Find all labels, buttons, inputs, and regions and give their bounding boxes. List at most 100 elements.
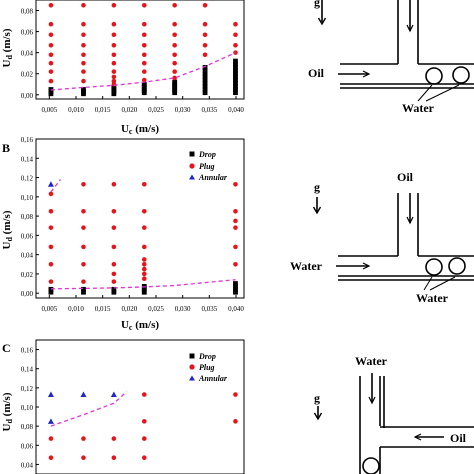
plug-point xyxy=(141,60,147,66)
trend-line xyxy=(50,179,62,193)
plug-point xyxy=(233,21,238,27)
diagram-3: Water g Oil xyxy=(313,354,474,474)
legend-drop-label: Drop xyxy=(198,150,216,159)
y-tick-label: 0,10 xyxy=(21,194,34,202)
y-tick-label: 0,14 xyxy=(21,155,34,163)
plug-point xyxy=(141,244,147,250)
drop-point xyxy=(202,77,208,83)
legend-plug-label: Plug xyxy=(199,363,215,372)
plug-point xyxy=(111,271,117,277)
drop-point xyxy=(81,289,86,295)
plug-point xyxy=(141,52,147,58)
plug-point xyxy=(233,181,238,187)
plug-point xyxy=(233,218,238,224)
x-tick-label: 0,025 xyxy=(148,305,164,313)
plug-point xyxy=(233,42,238,48)
diagram-2-water-arrowhead xyxy=(362,262,371,270)
diagram-1-oil-label: Oil xyxy=(308,66,325,80)
plug-point xyxy=(172,69,177,74)
trend-line xyxy=(50,52,236,91)
plug-point xyxy=(81,455,86,461)
drop-point xyxy=(141,81,147,87)
panel-b-ylabel: Ud (m/s) xyxy=(1,210,14,249)
x-tick-label: 0,020 xyxy=(121,106,137,114)
x-tick-label: 0,035 xyxy=(201,106,217,114)
drop-point xyxy=(233,74,238,80)
drop-point xyxy=(111,286,117,292)
plug-point xyxy=(48,69,54,74)
diagram-1-pointer-2 xyxy=(425,84,460,102)
diagram-3-drop xyxy=(362,457,380,474)
diagram-1-pointer-1 xyxy=(417,84,433,102)
diagram-1-gravity-arrowhead xyxy=(317,17,327,26)
plug-point xyxy=(141,266,147,272)
panel-c-letter: C xyxy=(2,341,11,355)
drop-point xyxy=(233,77,238,83)
plug-point xyxy=(111,78,117,84)
y-tick-label: 0,04 xyxy=(21,461,34,469)
y-tick-label: 0,02 xyxy=(21,271,34,279)
plug-point xyxy=(202,42,208,48)
y-tick-label: 0,08 xyxy=(21,8,34,16)
plug-point xyxy=(141,225,147,230)
plug-point xyxy=(81,21,86,27)
x-tick-label: 0,040 xyxy=(228,305,244,313)
plug-point xyxy=(81,225,86,230)
y-tick-label: 0,06 xyxy=(21,29,34,37)
plug-point xyxy=(141,42,147,48)
drop-point xyxy=(81,286,86,292)
plug-point xyxy=(141,257,147,262)
legend-drop-marker xyxy=(189,353,195,359)
x-tick-label: 0,005 xyxy=(41,305,57,313)
annular-point xyxy=(47,418,54,424)
plug-point xyxy=(172,32,177,38)
drop-point xyxy=(233,58,238,64)
plug-point xyxy=(172,52,177,58)
plug-point xyxy=(81,69,86,74)
panel-c-plot: 0,04 0,06 0,08 0,10 0,12 0,14 0,16 xyxy=(21,339,245,474)
diagram-2-pointer-2 xyxy=(429,276,456,291)
diagram-2-inlet-arrowhead xyxy=(406,216,414,225)
y-tick-label: 0,06 xyxy=(21,232,34,240)
legend-plug-marker xyxy=(189,364,195,370)
annular-point xyxy=(47,181,54,187)
plug-point xyxy=(48,261,54,267)
plug-point xyxy=(48,455,54,461)
plug-point xyxy=(233,244,238,250)
diagram-3-water-label: Water xyxy=(355,354,388,368)
plug-point xyxy=(233,261,238,267)
y-tick-label: 0,08 xyxy=(21,423,34,431)
y-tick-label: 0,14 xyxy=(21,366,34,374)
plug-point xyxy=(111,244,117,250)
plug-point xyxy=(111,225,117,230)
x-tick-label: 0,010 xyxy=(68,305,84,313)
plug-point xyxy=(202,21,208,27)
plug-point xyxy=(233,419,238,424)
plug-point xyxy=(141,69,147,74)
plug-point xyxy=(48,42,54,48)
plug-point xyxy=(233,225,238,230)
plug-point xyxy=(48,21,54,27)
plug-point xyxy=(48,436,54,441)
panel-a: 0,00 0,02 0,04 0,06 0,08 0,005 0,010 0,015 0,020… xyxy=(1,0,245,136)
plug-point xyxy=(172,60,177,66)
y-tick-label: 0,02 xyxy=(21,71,34,79)
y-tick-label: 0,16 xyxy=(21,347,34,355)
plug-point xyxy=(233,32,238,38)
drop-point xyxy=(172,79,178,85)
legend-b: Drop Plug Annular xyxy=(189,150,228,182)
diagram-2-drop-1 xyxy=(425,258,443,276)
plug-point xyxy=(141,2,147,8)
plug-point xyxy=(81,436,86,441)
plug-point xyxy=(141,271,147,277)
y-tick-label: 0,12 xyxy=(21,385,34,393)
plug-point xyxy=(141,455,147,461)
plug-point xyxy=(111,74,117,80)
diagram-2-drop-2 xyxy=(448,257,466,275)
drop-point xyxy=(111,289,117,295)
x-tick-label: 0,005 xyxy=(41,106,57,114)
drop-point xyxy=(48,289,54,295)
drop-point xyxy=(233,65,238,70)
plug-point xyxy=(141,32,147,38)
